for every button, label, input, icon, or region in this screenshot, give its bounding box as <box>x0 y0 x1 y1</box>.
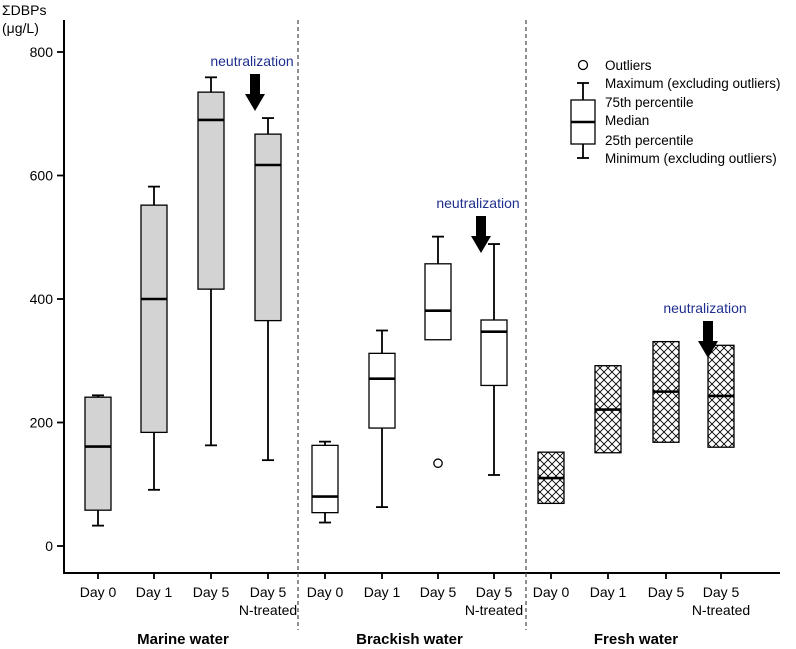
category-sublabel: N-treated <box>692 602 750 618</box>
y-axis-label-line1: ΣDBPs <box>2 2 46 18</box>
category-label: Day 5 <box>250 584 287 600</box>
box-plot-1-3 <box>197 76 225 447</box>
legend-item-label: 75th percentile <box>605 95 694 110</box>
legend-item-label: Outliers <box>605 58 652 73</box>
group-labels: Marine water Brackish water Fresh water <box>137 631 678 648</box>
down-arrow-icon <box>245 74 265 111</box>
y-tick-label: 800 <box>30 44 54 60</box>
box-plot-1-1 <box>84 394 112 527</box>
box-iqr <box>480 319 508 387</box>
group-label: Brackish water <box>356 631 463 648</box>
legend-item-label: Median <box>605 113 649 128</box>
box-iqr <box>368 352 396 429</box>
annotation-text: neutralization <box>210 53 293 69</box>
category-label: Day 1 <box>590 584 627 600</box>
y-tick-label: 400 <box>30 291 54 307</box>
box-plot-2-4 <box>480 243 508 476</box>
category-label: Day 1 <box>364 584 401 600</box>
y-axis-label-line2: (μg/L) <box>2 20 39 36</box>
y-tick-label: 200 <box>30 415 54 431</box>
box-plot-2-3 <box>424 235 452 469</box>
neutralization-annotations: neutralization neutralization neutralizati… <box>210 53 747 358</box>
box-plot-3-4 <box>707 344 735 448</box>
category-label: Day 5 <box>648 584 685 600</box>
y-tick-label: 600 <box>30 168 54 184</box>
category-label: Day 5 <box>476 584 513 600</box>
box-iqr <box>311 444 339 514</box>
category-sublabel: N-treated <box>239 602 297 618</box>
category-label: Day 5 <box>703 584 740 600</box>
category-label: Day 5 <box>420 584 457 600</box>
legend-outlier-symbol <box>577 59 589 71</box>
legend: Outliers Maximum (excluding outliers) 75th… <box>570 58 781 166</box>
group-separators <box>297 20 527 630</box>
box-plot-2-2 <box>368 329 396 508</box>
group-label: Marine water <box>137 631 229 648</box>
neutralization-annotation: neutralization <box>663 300 747 358</box>
neutralization-annotation: neutralization <box>210 53 294 111</box>
legend-item-label: 25th percentile <box>605 133 694 148</box>
category-label: Day 5 <box>193 584 230 600</box>
box-plot-2-1 <box>311 440 339 524</box>
box-plot-1-2 <box>140 185 168 491</box>
box-plot-3-3 <box>652 340 680 443</box>
category-label: Day 0 <box>533 584 570 600</box>
category-label: Day 0 <box>80 584 117 600</box>
neutralization-annotation: neutralization <box>436 195 520 254</box>
box-iqr <box>140 204 168 434</box>
group-label: Fresh water <box>594 631 678 648</box>
box-plot-3-2 <box>594 365 622 454</box>
axes: 0 200 400 600 800 <box>30 20 780 574</box>
box-iqr <box>197 91 225 290</box>
box-iqr <box>254 133 282 322</box>
box-iqr <box>84 396 112 511</box>
down-arrow-icon <box>471 216 491 254</box>
legend-item-label: Minimum (excluding outliers) <box>605 151 777 166</box>
box-plot-1-4 <box>254 117 282 462</box>
category-labels: Day 0 Day 1 Day 5 Day 5 N-treated Day 0 Day 1 D… <box>80 573 750 618</box>
box-plots <box>84 76 735 527</box>
legend-item-label: Maximum (excluding outliers) <box>605 76 781 91</box>
category-label: Day 0 <box>307 584 344 600</box>
annotation-text: neutralization <box>436 195 519 211</box>
category-sublabel: N-treated <box>465 602 523 618</box>
annotation-text: neutralization <box>663 300 746 316</box>
box-iqr <box>424 263 452 341</box>
down-arrow-icon <box>698 321 718 358</box>
y-tick-label: 0 <box>45 538 53 554</box>
box-plot-3-1 <box>537 451 565 505</box>
outlier-point <box>433 458 443 469</box>
category-label: Day 1 <box>136 584 173 600</box>
